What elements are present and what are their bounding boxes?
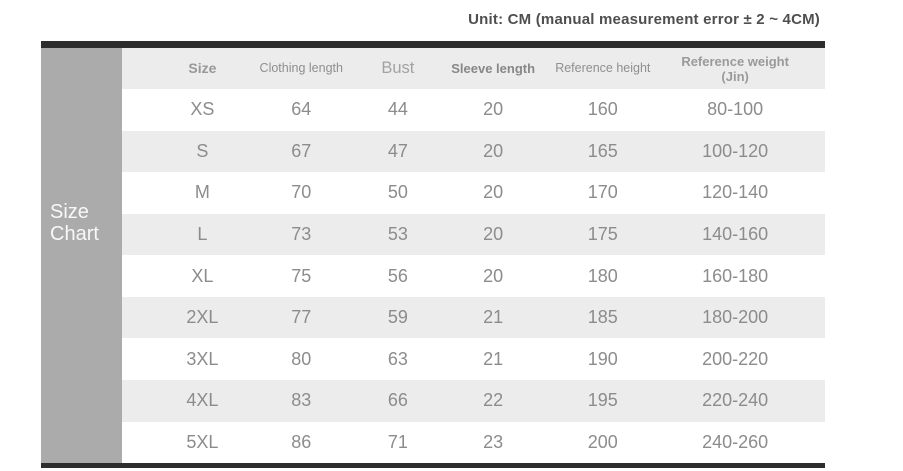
column-header-clothing-length: Clothing length xyxy=(259,61,343,75)
value-cell: 77 xyxy=(291,307,312,328)
size-cell: 3XL xyxy=(186,348,219,369)
value-cell: 185 xyxy=(587,307,618,328)
table-row: 5XL 86 71 23 200 240-260 xyxy=(122,422,825,464)
value-cell: 44 xyxy=(387,99,408,120)
size-cell: 2XL xyxy=(186,307,219,328)
table-header-row: Size Clothing length Bust Sleeve length … xyxy=(122,48,825,89)
table-row: XL 75 56 20 180 160-180 xyxy=(122,255,825,297)
reference-weight-label-line1: Reference weight xyxy=(681,53,789,69)
size-chart-sidebar: Size Chart xyxy=(41,48,122,463)
size-cell: XL xyxy=(191,265,214,286)
value-cell: 120-140 xyxy=(702,182,769,203)
value-cell: 59 xyxy=(387,307,408,328)
value-cell: 22 xyxy=(483,390,504,411)
value-cell: 66 xyxy=(387,390,408,411)
value-cell: 20 xyxy=(483,182,504,203)
value-cell: 200-220 xyxy=(702,348,769,369)
value-cell: 170 xyxy=(587,182,618,203)
size-chart-content: Size Chart Size Clothing length Bust Sle… xyxy=(41,48,825,463)
value-cell: 20 xyxy=(483,140,504,161)
value-cell: 220-240 xyxy=(702,390,769,411)
value-cell: 160 xyxy=(587,99,618,120)
top-divider-bar xyxy=(41,41,825,48)
size-chart-panel: Size Chart Size Clothing length Bust Sle… xyxy=(41,41,825,468)
value-cell: 75 xyxy=(291,265,312,286)
value-cell: 165 xyxy=(587,140,618,161)
value-cell: 70 xyxy=(291,182,312,203)
value-cell: 240-260 xyxy=(702,431,769,452)
bottom-divider-bar xyxy=(41,463,825,468)
value-cell: 56 xyxy=(387,265,408,286)
column-header-sleeve-length: Sleeve length xyxy=(451,61,536,76)
value-cell: 140-160 xyxy=(702,223,769,244)
size-table: Size Clothing length Bust Sleeve length … xyxy=(122,48,825,463)
size-cell: S xyxy=(196,140,209,161)
value-cell: 200 xyxy=(587,431,618,452)
value-cell: 23 xyxy=(483,431,504,452)
size-cell: M xyxy=(194,182,210,203)
sidebar-title: Size Chart xyxy=(50,201,122,245)
value-cell: 64 xyxy=(291,99,312,120)
value-cell: 86 xyxy=(291,431,312,452)
value-cell: 20 xyxy=(483,99,504,120)
table-body: XS 64 44 20 160 80-100 S 67 47 20 165 100-120 M 70 50 2… xyxy=(122,89,825,463)
value-cell: 53 xyxy=(387,223,408,244)
table-row: 4XL 83 66 22 195 220-240 xyxy=(122,379,825,422)
value-cell: 80 xyxy=(291,348,312,369)
value-cell: 21 xyxy=(483,348,504,369)
value-cell: 21 xyxy=(483,307,504,328)
column-header-reference-height: Reference height xyxy=(555,61,651,75)
table-row: 3XL 80 63 21 190 200-220 xyxy=(122,338,825,380)
table-row: XS 64 44 20 160 80-100 xyxy=(122,89,825,131)
value-cell: 71 xyxy=(387,431,408,452)
value-cell: 100-120 xyxy=(702,140,769,161)
column-header-bust: Bust xyxy=(381,59,415,77)
value-cell: 67 xyxy=(291,140,312,161)
sidebar-title-line1: Size xyxy=(50,201,89,223)
value-cell: 20 xyxy=(483,265,504,286)
size-cell: 4XL xyxy=(186,390,219,411)
value-cell: 190 xyxy=(587,348,618,369)
value-cell: 47 xyxy=(387,140,408,161)
value-cell: 160-180 xyxy=(702,265,769,286)
value-cell: 73 xyxy=(291,223,312,244)
value-cell: 20 xyxy=(483,223,504,244)
value-cell: 175 xyxy=(587,223,618,244)
value-cell: 180 xyxy=(587,265,618,286)
sidebar-title-line2: Chart xyxy=(50,223,99,245)
value-cell: 50 xyxy=(387,182,408,203)
size-cell: XS xyxy=(190,99,215,120)
reference-weight-label-line2: (Jin) xyxy=(721,68,749,84)
table-row: L 73 53 20 175 140-160 xyxy=(122,213,825,256)
value-cell: 180-200 xyxy=(702,307,769,328)
table-row: S 67 47 20 165 100-120 xyxy=(122,130,825,173)
column-header-size: Size xyxy=(188,60,217,76)
value-cell: 195 xyxy=(587,390,618,411)
size-cell: 5XL xyxy=(186,431,219,452)
value-cell: 80-100 xyxy=(707,99,764,120)
value-cell: 63 xyxy=(387,348,408,369)
unit-note: Unit: CM (manual measurement error ± 2 ~… xyxy=(468,11,820,28)
size-cell: L xyxy=(197,223,208,244)
value-cell: 83 xyxy=(291,390,312,411)
table-row: 2XL 77 59 21 185 180-200 xyxy=(122,296,825,339)
column-header-reference-weight: Reference weight (Jin) xyxy=(665,54,825,84)
table-row: M 70 50 20 170 120-140 xyxy=(122,172,825,214)
